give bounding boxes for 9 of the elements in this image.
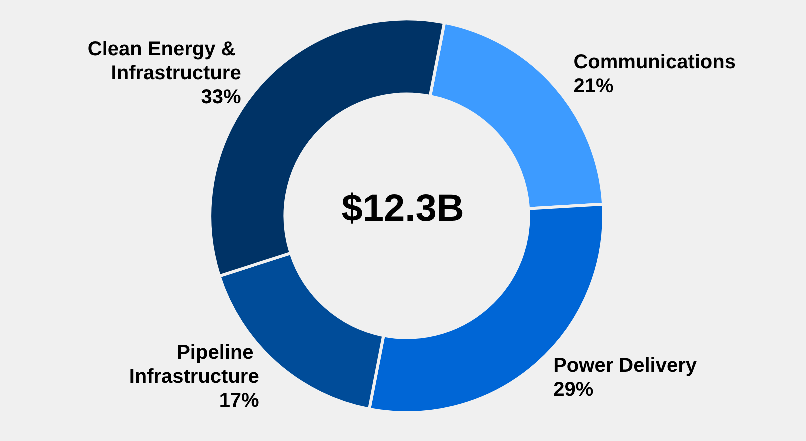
slice-label: Communications [574, 52, 736, 74]
slice-label: Pipeline Infrastructure [129, 342, 260, 388]
data-label: 21% [574, 76, 614, 98]
text: $12.3B [342, 188, 464, 230]
slice-label: Clean Energy & Infrastructure [88, 38, 242, 84]
slice-label: Power Delivery [554, 354, 698, 377]
data-label: 29% [554, 378, 594, 401]
data-label: 33% [201, 86, 242, 108]
data-label: 17% [219, 390, 260, 412]
